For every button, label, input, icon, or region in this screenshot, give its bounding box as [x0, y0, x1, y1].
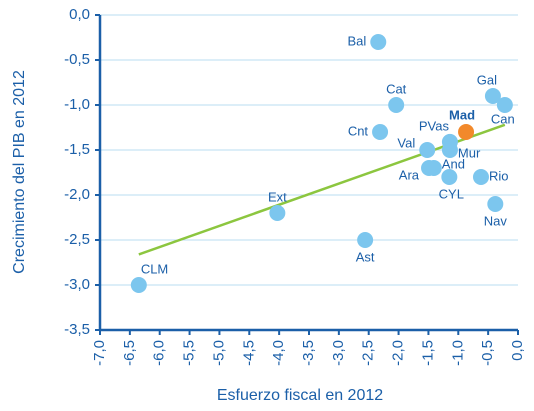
point: [388, 97, 405, 113]
point-label: CLM: [141, 261, 168, 276]
y-tick-label: -3,0: [64, 276, 90, 293]
x-tick-label: -1,5: [419, 340, 436, 366]
point-label: Cat: [386, 81, 407, 96]
y-tick-label: -0,5: [64, 51, 90, 68]
x-axis-title: Esfuerzo fiscal en 2012: [217, 387, 383, 404]
point-label: CYL: [439, 186, 464, 201]
point-label: Ext: [268, 189, 287, 204]
x-tick-label: -6,0: [151, 340, 168, 366]
point: [421, 160, 438, 176]
x-tick-label: 0,0: [509, 340, 526, 361]
point: [484, 88, 501, 104]
point: [458, 124, 475, 140]
x-tick-label: -2,0: [390, 340, 407, 366]
point-label: Nav: [484, 213, 508, 228]
x-tick-label: -7,0: [91, 340, 108, 366]
point: [441, 169, 458, 185]
x-tick-label: -3,5: [300, 340, 317, 366]
y-tick-label: -2,5: [64, 231, 90, 248]
point-label: Mur: [458, 145, 481, 160]
y-tick-label: -1,0: [64, 96, 90, 113]
y-tick-label: 0,0: [69, 6, 90, 23]
x-tick-label: -4,5: [240, 340, 257, 366]
x-tick-label: -0,5: [479, 340, 496, 366]
point: [441, 142, 458, 158]
x-tick-label: -2,5: [360, 340, 377, 366]
point-label: Rio: [489, 168, 509, 183]
point-label: Ast: [356, 249, 375, 264]
y-tick-label: -3,5: [64, 321, 90, 338]
point-label: And: [442, 156, 465, 171]
y-tick-label: -2,0: [64, 186, 90, 203]
point-label: Bal: [347, 33, 366, 48]
point-label: Val: [397, 135, 415, 150]
point: [269, 205, 286, 221]
x-tick-label: -6,5: [121, 340, 138, 366]
x-tick-label: -1,0: [449, 340, 466, 366]
point: [487, 196, 504, 212]
point: [419, 142, 436, 158]
point-label: Ara: [399, 167, 420, 182]
point: [372, 124, 389, 140]
point-label: PVas: [419, 118, 450, 133]
point: [496, 97, 513, 113]
x-tick-label: -5,5: [181, 340, 198, 366]
point: [472, 169, 489, 185]
x-tick-label: -5,0: [210, 340, 227, 366]
x-tick-label: -3,0: [330, 340, 347, 366]
y-tick-label: -1,5: [64, 141, 90, 158]
point-label: Can: [491, 111, 515, 126]
x-tick-label: -4,0: [270, 340, 287, 366]
point-label: Gal: [477, 72, 497, 87]
point: [370, 34, 387, 50]
point: [130, 277, 147, 293]
point-label: Mad: [449, 107, 475, 122]
y-axis-title: Crecimiento del PIB en 2012: [11, 70, 28, 274]
point-label: Cnt: [348, 123, 369, 138]
point: [357, 232, 374, 248]
